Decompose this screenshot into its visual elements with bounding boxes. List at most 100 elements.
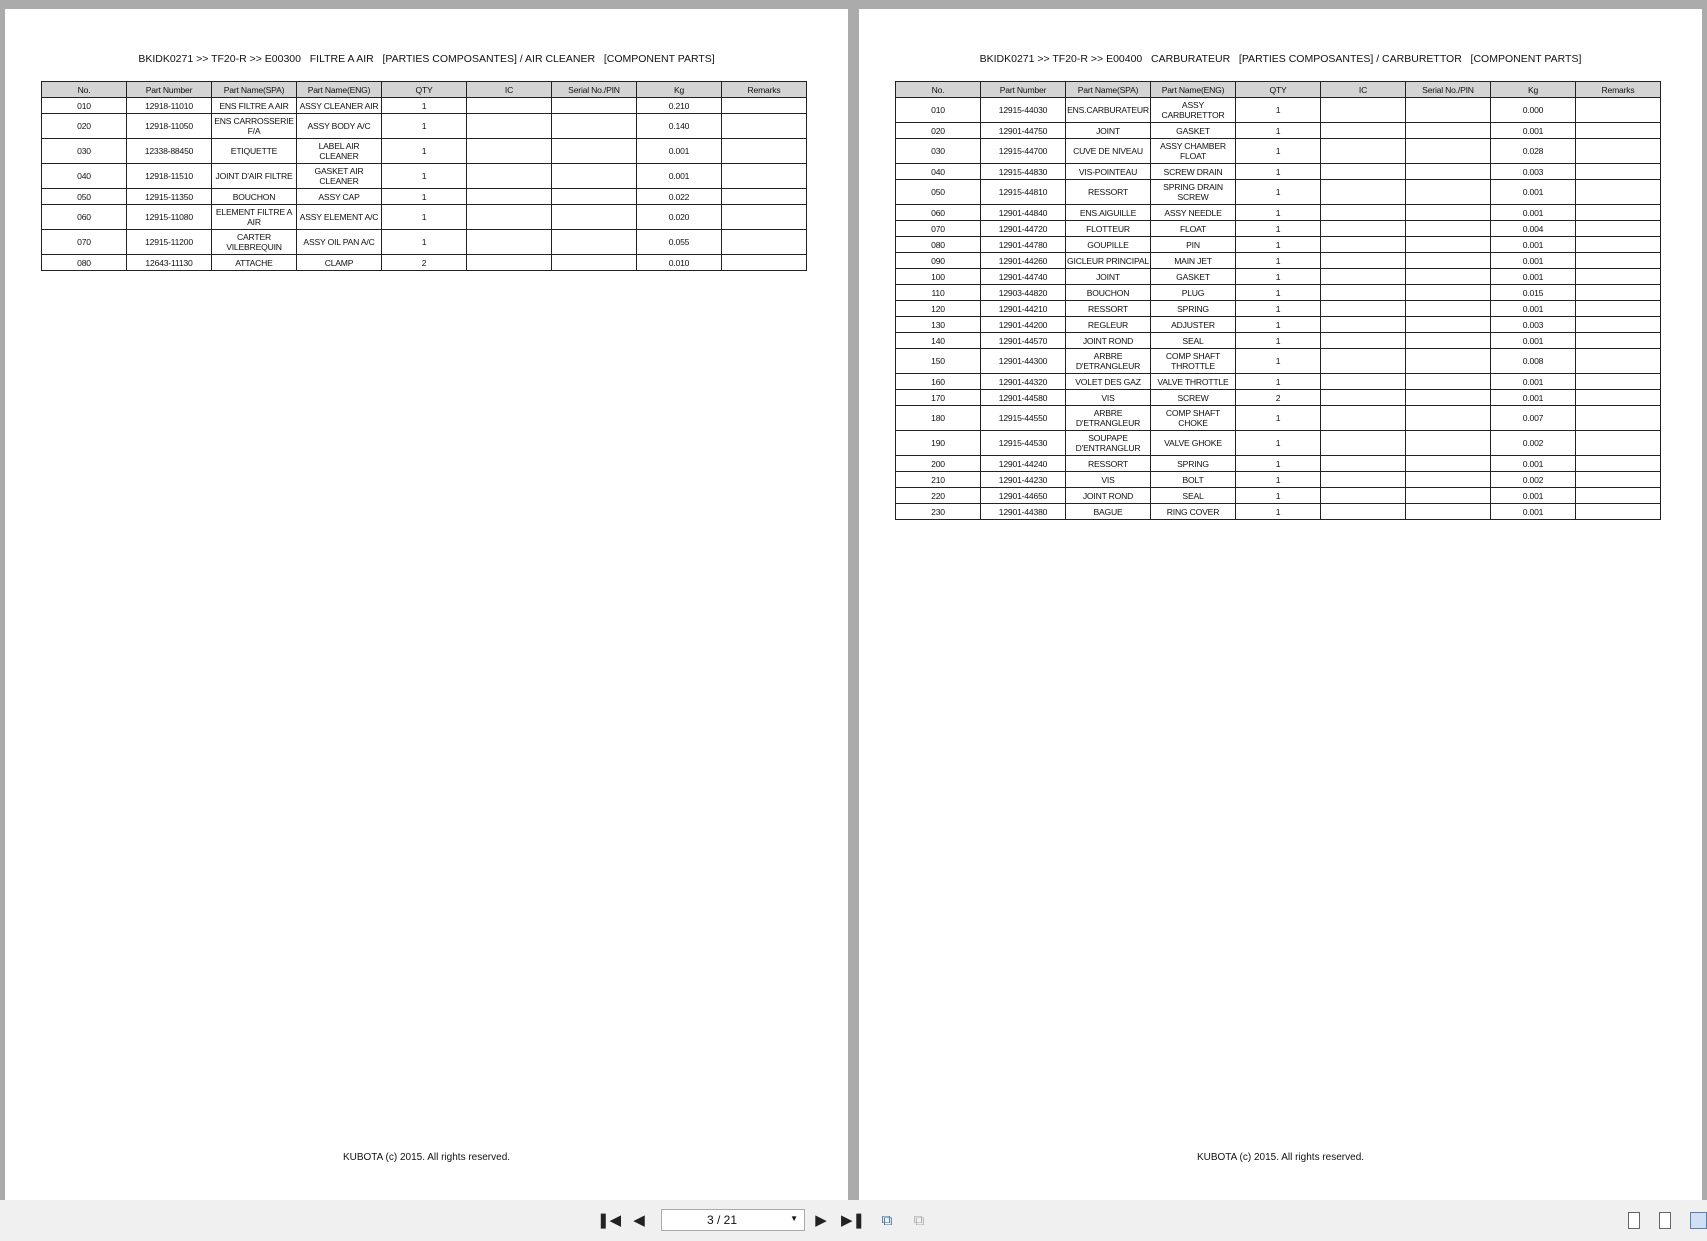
column-header: Part Number <box>980 81 1066 98</box>
page-number-input[interactable]: 3 / 21 ▼ <box>661 1209 805 1231</box>
table-cell <box>1405 332 1491 349</box>
table-cell: 12915-44030 <box>980 97 1066 123</box>
table-row: 060 12901-44840 ENS.AIGUILLE ASSY NEEDLE 1 0.… <box>895 204 1661 221</box>
table-cell: 1 <box>1235 455 1321 472</box>
table-cell: VIS-POINTEAU <box>1065 163 1151 180</box>
table-cell <box>551 138 637 164</box>
table-row: 080 12643-11130 ATTACHE CLAMP 2 0.010 <box>41 254 807 271</box>
table-cell: 1 <box>1235 252 1321 269</box>
table-cell: 12901-44200 <box>980 316 1066 333</box>
chevron-down-icon[interactable]: ▼ <box>790 1214 798 1223</box>
table-cell: 12901-44300 <box>980 348 1066 374</box>
table-row: 190 12915-44530 SOUPAPE D'ENTRANGLUR VALVE … <box>895 430 1661 456</box>
table-cell <box>1320 373 1406 390</box>
table-cell: BAGUE <box>1065 503 1151 520</box>
table-cell <box>721 163 807 189</box>
table-cell: 070 <box>41 229 127 255</box>
table-cell <box>721 113 807 139</box>
single-page-view-icon[interactable] <box>1628 1212 1640 1229</box>
next-page-icon[interactable]: ▶ <box>815 1212 827 1229</box>
table-cell: 1 <box>1235 373 1321 390</box>
table-cell <box>1405 389 1491 406</box>
table-cell: 1 <box>381 113 467 139</box>
table-cell <box>1320 268 1406 285</box>
two-page-view-icon[interactable] <box>1690 1212 1707 1229</box>
table-row: 060 12915-11080 ELEMENT FILTRE A AIR ASSY E… <box>41 204 807 230</box>
table-cell: 230 <box>895 503 981 520</box>
table-cell: 0.001 <box>1490 332 1576 349</box>
table-cell: ASSY ELEMENT A/C <box>296 204 382 230</box>
table-cell: ENS CARROSSERIE F/A <box>211 113 297 139</box>
table-cell <box>1320 284 1406 301</box>
table-cell <box>1575 455 1661 472</box>
column-header: Kg <box>636 81 722 98</box>
go-forward-view-icon[interactable]: ⧉ <box>913 1211 925 1229</box>
table-cell: 0.003 <box>1490 163 1576 180</box>
table-cell: 1 <box>1235 316 1321 333</box>
page-title: BKIDK0271 >> TF20-R >> E00300 FILTRE A A… <box>138 53 715 65</box>
table-cell: 2 <box>1235 389 1321 406</box>
table-cell: 0.001 <box>636 163 722 189</box>
table-cell: 12901-44570 <box>980 332 1066 349</box>
table-cell <box>721 204 807 230</box>
table-cell: RESSORT <box>1065 455 1151 472</box>
table-cell: SEAL <box>1150 487 1236 504</box>
table-cell: SOUPAPE D'ENTRANGLUR <box>1065 430 1151 456</box>
table-cell: ETIQUETTE <box>211 138 297 164</box>
table-cell: RESSORT <box>1065 179 1151 205</box>
table-cell: 0.001 <box>636 138 722 164</box>
column-header: Remarks <box>1575 81 1661 98</box>
table-row: 120 12901-44210 RESSORT SPRING 1 0.001 <box>895 300 1661 317</box>
table-cell <box>1575 316 1661 333</box>
table-cell: RING COVER <box>1150 503 1236 520</box>
table-row: 010 12915-44030 ENS.CARBURATEUR ASSY CARBUR… <box>895 97 1661 123</box>
table-cell: REGLEUR <box>1065 316 1151 333</box>
table-cell <box>1405 236 1491 253</box>
table-cell <box>551 204 637 230</box>
table-cell <box>1575 204 1661 221</box>
table-cell <box>1575 220 1661 237</box>
table-cell: 0.001 <box>1490 122 1576 139</box>
table-row: 210 12901-44230 VIS BOLT 1 0.002 <box>895 471 1661 488</box>
table-cell: SPRING DRAIN SCREW <box>1150 179 1236 205</box>
table-cell: 1 <box>1235 471 1321 488</box>
column-header: Remarks <box>721 81 807 98</box>
table-cell <box>721 229 807 255</box>
table-cell: 170 <box>895 389 981 406</box>
table-row: 020 12901-44750 JOINT GASKET 1 0.001 <box>895 122 1661 139</box>
table-cell: 0.002 <box>1490 430 1576 456</box>
table-cell: 0.001 <box>1490 204 1576 221</box>
continuous-view-icon[interactable] <box>1659 1212 1671 1229</box>
table-cell <box>1405 300 1491 317</box>
table-cell <box>1575 405 1661 431</box>
last-page-icon[interactable]: ▶❚ <box>840 1212 866 1229</box>
table-cell <box>1575 300 1661 317</box>
table-cell: 12901-44720 <box>980 220 1066 237</box>
table-cell: 0.001 <box>1490 389 1576 406</box>
table-row: 070 12901-44720 FLOTTEUR FLOAT 1 0.004 <box>895 220 1661 237</box>
table-cell <box>1405 487 1491 504</box>
table-cell: 110 <box>895 284 981 301</box>
table-cell: 12915-44830 <box>980 163 1066 180</box>
table-cell: 12901-44650 <box>980 487 1066 504</box>
table-cell: GOUPILLE <box>1065 236 1151 253</box>
table-cell <box>1405 430 1491 456</box>
table-cell: 0.001 <box>1490 487 1576 504</box>
table-cell <box>1575 487 1661 504</box>
table-cell: 12901-44260 <box>980 252 1066 269</box>
table-row: 040 12915-44830 VIS-POINTEAU SCREW DRAIN 1 0.… <box>895 163 1661 180</box>
table-cell: 1 <box>1235 138 1321 164</box>
column-header: Part Name(ENG) <box>1150 81 1236 98</box>
table-row: 160 12901-44320 VOLET DES GAZ VALVE THROTTL… <box>895 373 1661 390</box>
table-cell <box>1575 97 1661 123</box>
go-back-view-icon[interactable]: ⧉ <box>881 1211 893 1229</box>
previous-page-icon[interactable]: ◀ <box>633 1212 645 1229</box>
table-cell: 12338-88450 <box>126 138 212 164</box>
table-cell <box>1575 138 1661 164</box>
table-cell <box>1575 332 1661 349</box>
table-cell <box>466 163 552 189</box>
table-row: 010 12918-11010 ENS FILTRE A AIR ASSY CLEAN… <box>41 97 807 114</box>
first-page-icon[interactable]: ❚◀ <box>596 1212 622 1229</box>
table-cell <box>1320 204 1406 221</box>
table-cell: ASSY CHAMBER FLOAT <box>1150 138 1236 164</box>
